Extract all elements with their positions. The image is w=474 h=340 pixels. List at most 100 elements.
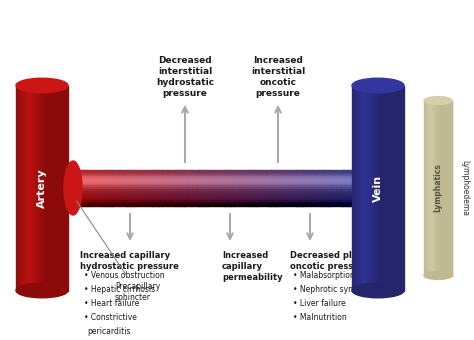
Bar: [146, 202, 150, 204]
Bar: [210, 179, 213, 181]
Bar: [153, 179, 156, 181]
Bar: [106, 182, 109, 184]
Bar: [121, 186, 124, 188]
Bar: [256, 184, 259, 186]
Bar: [319, 186, 323, 188]
Bar: [299, 181, 303, 183]
Text: • Malnutrition: • Malnutrition: [293, 313, 347, 322]
Bar: [253, 193, 256, 195]
Bar: [153, 177, 156, 179]
Bar: [89, 173, 92, 175]
Bar: [184, 177, 187, 179]
Bar: [282, 199, 285, 201]
Bar: [296, 179, 300, 181]
Bar: [199, 179, 202, 181]
Bar: [356, 85, 358, 290]
Bar: [331, 197, 334, 199]
Bar: [86, 186, 90, 188]
Bar: [250, 184, 254, 186]
Bar: [216, 177, 219, 179]
Bar: [256, 173, 259, 175]
Bar: [245, 181, 248, 183]
Bar: [302, 204, 306, 206]
Bar: [124, 182, 127, 184]
Bar: [72, 182, 75, 184]
Bar: [158, 170, 162, 172]
Bar: [138, 184, 141, 186]
Bar: [155, 171, 159, 174]
Bar: [106, 188, 109, 190]
Bar: [161, 193, 164, 195]
Bar: [106, 200, 109, 202]
Bar: [112, 181, 116, 183]
Bar: [296, 191, 300, 193]
Bar: [219, 189, 222, 192]
Bar: [351, 195, 355, 197]
Bar: [118, 186, 121, 188]
Bar: [322, 199, 326, 201]
Bar: [167, 177, 170, 179]
Bar: [100, 173, 104, 175]
Bar: [291, 202, 294, 204]
Bar: [173, 179, 176, 181]
Bar: [314, 175, 317, 177]
Bar: [334, 193, 337, 195]
Bar: [135, 189, 138, 192]
Bar: [135, 199, 138, 201]
Bar: [164, 197, 167, 199]
Bar: [115, 171, 118, 174]
Bar: [288, 175, 291, 177]
Bar: [334, 199, 337, 201]
Bar: [259, 186, 262, 188]
Bar: [92, 181, 95, 183]
Bar: [167, 193, 170, 195]
Bar: [325, 177, 328, 179]
Bar: [271, 186, 274, 188]
Bar: [376, 85, 379, 290]
Bar: [317, 186, 320, 188]
Bar: [112, 193, 116, 195]
Bar: [213, 193, 216, 195]
Bar: [196, 202, 199, 204]
Bar: [86, 182, 90, 184]
Bar: [204, 184, 208, 186]
Bar: [153, 188, 156, 190]
Bar: [279, 191, 283, 193]
Bar: [199, 197, 202, 199]
Bar: [127, 184, 130, 186]
Bar: [262, 171, 265, 174]
Bar: [213, 188, 216, 190]
Bar: [334, 175, 337, 177]
Bar: [109, 204, 113, 206]
Bar: [438, 101, 439, 275]
Bar: [314, 186, 317, 188]
Bar: [282, 181, 285, 183]
Bar: [227, 182, 231, 184]
Bar: [112, 171, 116, 174]
Bar: [259, 175, 262, 177]
Bar: [98, 193, 101, 195]
Bar: [164, 177, 167, 179]
Bar: [314, 173, 317, 175]
Bar: [193, 188, 196, 190]
Bar: [74, 188, 78, 190]
Bar: [173, 186, 176, 188]
Bar: [121, 199, 124, 201]
Bar: [253, 173, 256, 175]
Bar: [339, 170, 343, 172]
Bar: [184, 200, 187, 202]
Bar: [138, 173, 141, 175]
Bar: [224, 189, 228, 192]
Bar: [132, 197, 136, 199]
Bar: [236, 170, 239, 172]
Bar: [98, 195, 101, 197]
Bar: [178, 189, 182, 192]
Bar: [302, 191, 306, 193]
Bar: [351, 191, 355, 193]
Bar: [343, 195, 346, 197]
Bar: [170, 170, 173, 172]
Bar: [210, 189, 213, 192]
Bar: [201, 170, 205, 172]
Bar: [271, 181, 274, 183]
Bar: [201, 188, 205, 190]
